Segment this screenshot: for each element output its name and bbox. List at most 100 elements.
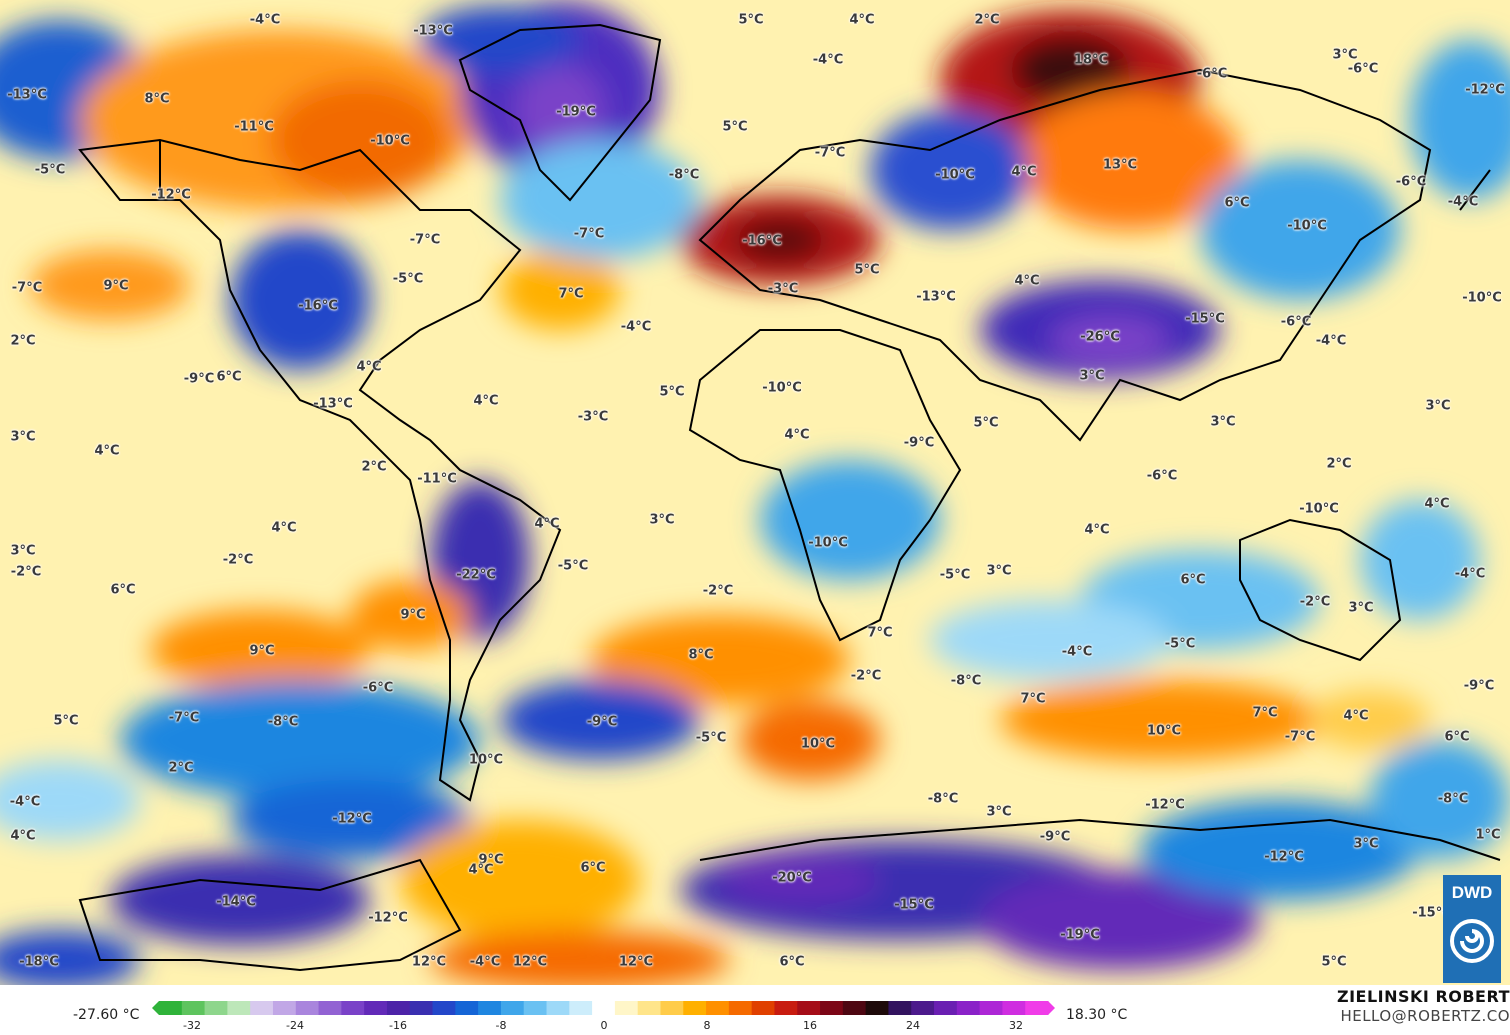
scale-segment [546, 1001, 570, 1015]
color-field [0, 0, 1510, 985]
temperature-label: -4°C [1454, 566, 1486, 582]
scale-segment [637, 1001, 661, 1015]
temperature-label: 4°C [1084, 522, 1110, 538]
temperature-label: -3°C [767, 281, 799, 297]
temperature-label: 4°C [468, 862, 494, 878]
temperature-label: -12°C [1465, 82, 1505, 98]
temperature-label: -6°C [362, 680, 394, 696]
temperature-label: -2°C [850, 668, 882, 684]
scale-segment [272, 1001, 297, 1015]
temperature-label: 4°C [1014, 273, 1040, 289]
scale-segment [797, 1001, 821, 1015]
legend-tick-label: -16 [389, 1019, 407, 1032]
scale-segment [569, 1001, 593, 1015]
temperature-label: 4°C [356, 359, 382, 375]
temperature-label: -12°C [151, 187, 191, 203]
legend-tick-label: 32 [1009, 1019, 1023, 1032]
temperature-label: 5°C [1321, 954, 1347, 970]
temperature-label: 4°C [534, 516, 560, 532]
author-email: HELLO@ROBERTZ.CO [1340, 1007, 1510, 1025]
scale-segment [227, 1001, 251, 1015]
legend-tick-label: -8 [495, 1019, 507, 1032]
temperature-label: -10°C [1287, 218, 1327, 234]
temperature-label: 7°C [1252, 705, 1278, 721]
temperature-label: -5°C [695, 730, 727, 746]
scale-segment [204, 1001, 228, 1015]
temperature-label: 3°C [1332, 47, 1358, 63]
legend-tick-label: -24 [286, 1019, 304, 1032]
temperature-label: 3°C [10, 543, 36, 559]
temperature-label: -3°C [577, 409, 609, 425]
dwd-logo: DWD [1443, 875, 1501, 983]
temperature-label: 2°C [168, 760, 194, 776]
temperature-label: -10°C [762, 380, 802, 396]
temperature-label: 3°C [986, 563, 1012, 579]
temperature-label: -12°C [1145, 797, 1185, 813]
temperature-label: 3°C [1079, 368, 1105, 384]
scale-segment [842, 1001, 867, 1015]
temperature-label: 7°C [867, 625, 893, 641]
temperature-label: 6°C [1180, 572, 1206, 588]
temperature-label: 18°C [1073, 52, 1109, 68]
temperature-label: 2°C [361, 459, 387, 475]
temperature-label: 5°C [973, 415, 999, 431]
legend-min-value: -27.60 °C [73, 1007, 140, 1023]
temperature-label: 3°C [1425, 398, 1451, 414]
temperature-label: -4°C [620, 319, 652, 335]
temperature-label: 7°C [1020, 691, 1046, 707]
temperature-label: -10°C [1462, 290, 1502, 306]
temperature-label: 6°C [110, 582, 136, 598]
temperature-label: -22°C [456, 567, 496, 583]
color-legend: -27.60 °C -32 -24 -16 -8 0 8 16 24 32 18.30 °C Z… [0, 985, 1510, 1035]
scale-segment [592, 1001, 616, 1015]
temperature-label: -12°C [368, 910, 408, 926]
temperature-label: 4°C [1343, 708, 1369, 724]
map-fields [0, 0, 1510, 985]
scale-segment [706, 1001, 730, 1015]
scale-segment [500, 1001, 525, 1015]
scale-segment [250, 1001, 274, 1015]
temperature-label: -2°C [702, 583, 734, 599]
temperature-label: 2°C [974, 12, 1000, 28]
temperature-label: -11°C [234, 119, 274, 135]
scale-segment [478, 1001, 502, 1015]
temperature-label: -6°C [1146, 468, 1178, 484]
temperature-label: 2°C [10, 333, 36, 349]
temperature-label: 9°C [400, 607, 426, 623]
temperature-label: -5°C [939, 567, 971, 583]
temperature-label: 4°C [849, 12, 875, 28]
temperature-label: 6°C [216, 369, 242, 385]
scale-segment [295, 1001, 320, 1015]
temperature-label: 9°C [249, 643, 275, 659]
temperature-label: 12°C [411, 954, 447, 970]
temperature-label: 3°C [1348, 600, 1374, 616]
temperature-label: -7°C [11, 280, 43, 296]
scale-segment [911, 1001, 935, 1015]
author-credit: ZIELINSKI ROBERT [1336, 987, 1510, 1006]
legend-max-value: 18.30 °C [1066, 1007, 1128, 1023]
scale-segment [364, 1001, 388, 1015]
swirl-icon [1450, 919, 1494, 963]
temperature-label: -13°C [413, 23, 453, 39]
color-scale-bar [152, 1001, 1055, 1015]
temperature-label: 3°C [1210, 414, 1236, 430]
temperature-label: -8°C [950, 673, 982, 689]
temperature-label: -6°C [1347, 61, 1379, 77]
temperature-label: -4°C [249, 12, 281, 28]
temperature-label: 4°C [473, 393, 499, 409]
temperature-label: -7°C [409, 232, 441, 248]
temperature-label: -4°C [469, 954, 501, 970]
temperature-label: 3°C [10, 429, 36, 445]
temperature-label: 3°C [649, 512, 675, 528]
temperature-label: -7°C [1284, 729, 1316, 745]
temperature-label: -7°C [168, 710, 200, 726]
dwd-logo-text: DWD [1451, 883, 1493, 902]
temperature-label: -15°C [1185, 311, 1225, 327]
temperature-label: 12°C [618, 954, 654, 970]
temperature-label: 4°C [94, 443, 120, 459]
temperature-label: -8°C [668, 167, 700, 183]
temperature-label: 6°C [1224, 195, 1250, 211]
temperature-label: -13°C [7, 87, 47, 103]
scale-segment [979, 1001, 1003, 1015]
temperature-label: -8°C [267, 714, 299, 730]
